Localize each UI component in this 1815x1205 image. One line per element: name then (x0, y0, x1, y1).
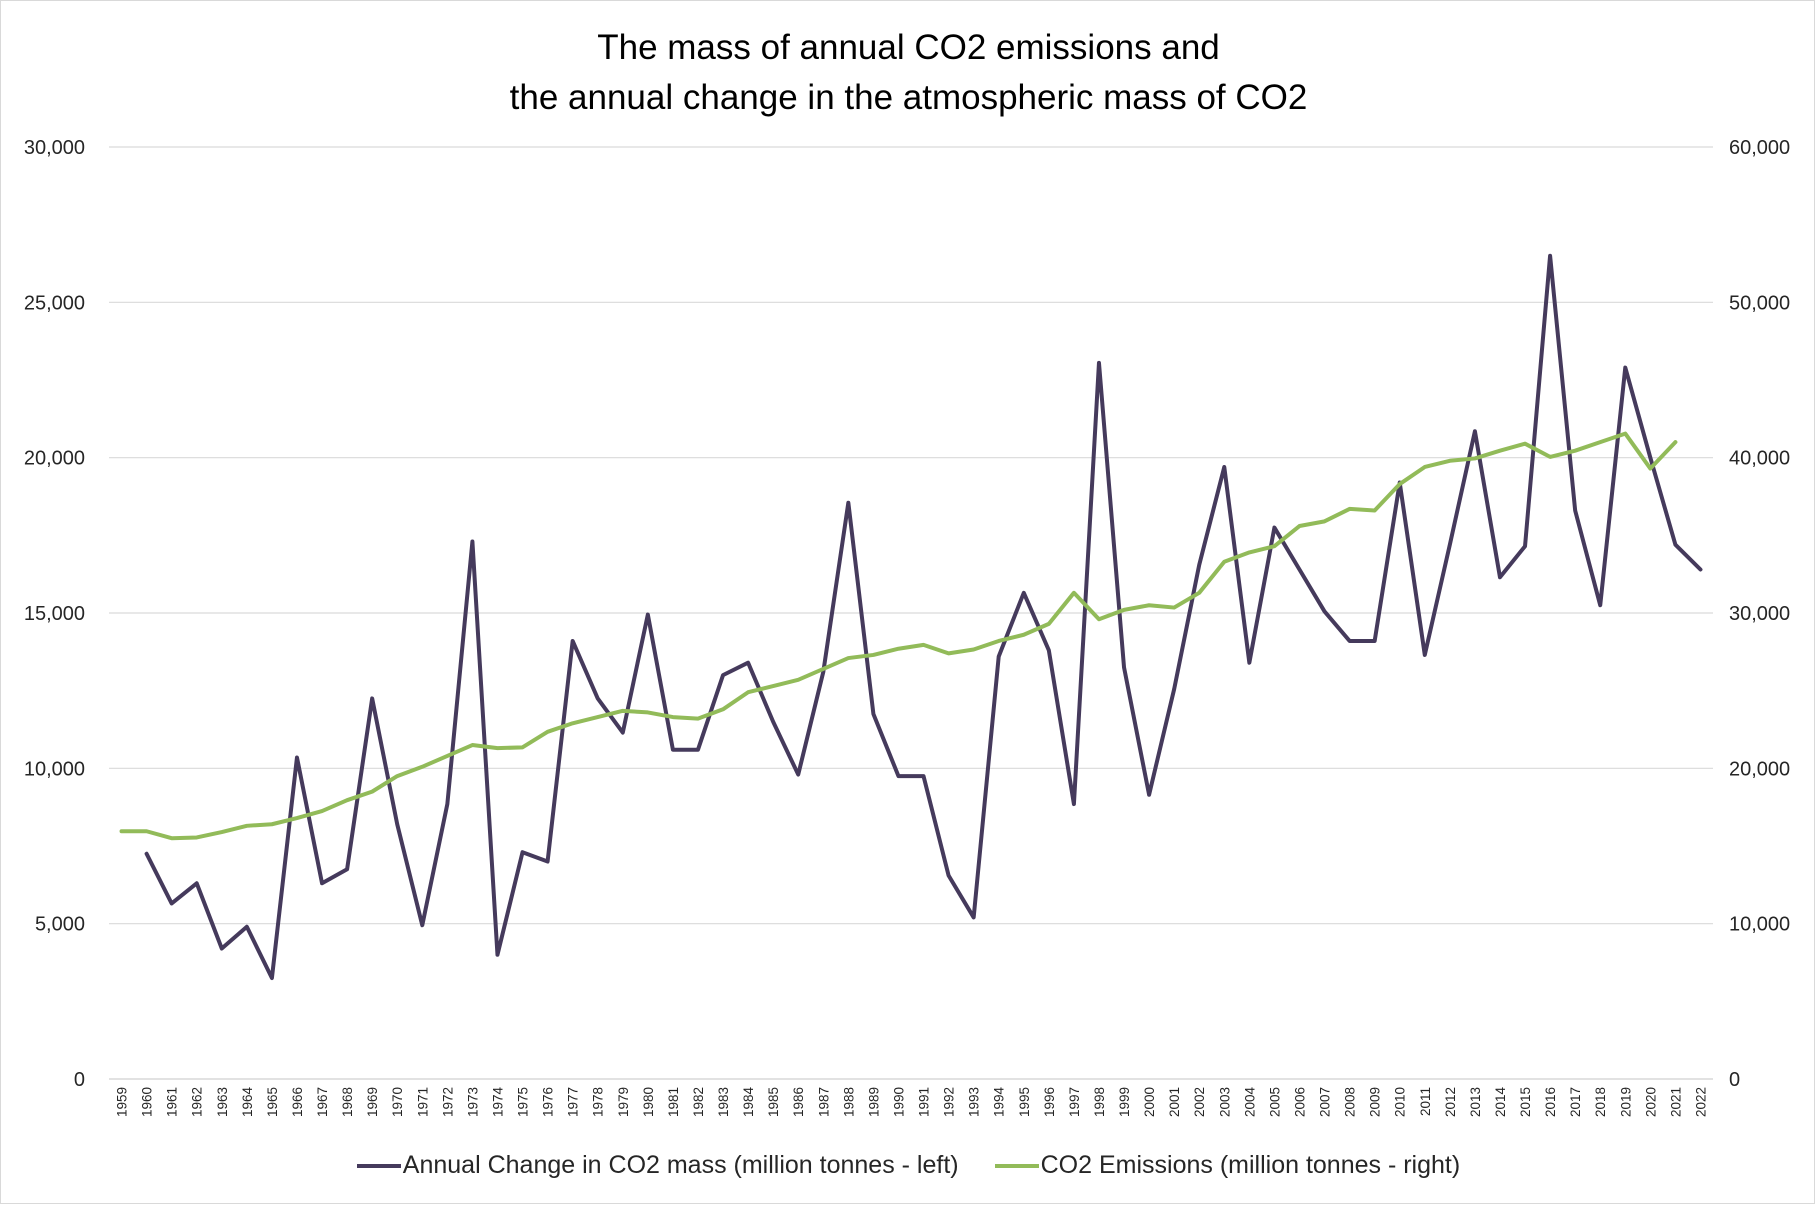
x-tick-label: 1963 (215, 1087, 230, 1117)
x-tick-label: 1979 (616, 1087, 631, 1117)
x-tick-label: 1983 (716, 1087, 731, 1117)
x-tick-label: 1968 (340, 1087, 355, 1117)
left-tick-label: 5,000 (35, 914, 85, 936)
x-tick-label: 2008 (1343, 1087, 1358, 1117)
x-tick-label: 2015 (1518, 1087, 1533, 1117)
x-tick-label: 1966 (290, 1087, 305, 1117)
legend-label-annual-change: Annual Change in CO2 mass (million tonne… (402, 1151, 959, 1179)
x-tick-label: 1981 (666, 1087, 681, 1117)
x-tick-label: 2022 (1693, 1087, 1708, 1117)
x-tick-label: 1962 (190, 1087, 205, 1117)
x-tick-label: 1976 (541, 1087, 556, 1117)
x-tick-label: 1969 (365, 1087, 380, 1117)
x-tick-label: 1967 (315, 1087, 330, 1117)
x-tick-label: 2017 (1568, 1087, 1583, 1117)
x-tick-label: 2002 (1192, 1087, 1207, 1117)
x-tick-label: 1996 (1042, 1087, 1057, 1117)
series-layer (119, 253, 1703, 981)
x-tick-label: 2003 (1217, 1087, 1232, 1117)
x-tick-label: 2016 (1543, 1087, 1558, 1117)
legend: Annual Change in CO2 mass (million tonne… (1, 1151, 1815, 1180)
x-tick-label: 2006 (1292, 1087, 1307, 1117)
x-tick-label: 1974 (490, 1087, 505, 1118)
right-tick-label: 20,000 (1729, 758, 1790, 780)
right-tick-label: 50,000 (1729, 292, 1790, 314)
x-tick-label: 1960 (140, 1087, 155, 1117)
chart-title-line-1: The mass of annual CO2 emissions and (597, 28, 1220, 67)
x-tick-label: 2005 (1267, 1087, 1282, 1117)
x-tick-label: 2011 (1418, 1087, 1433, 1116)
x-tick-label: 2000 (1142, 1087, 1157, 1117)
right-axis: 0 10,000 20,000 30,000 40,000 50,000 60,000 (1729, 137, 1790, 1091)
x-tick-label: 2007 (1318, 1087, 1333, 1117)
right-tick-label: 30,000 (1729, 603, 1790, 625)
chart-title-line-2: the annual change in the atmospheric mas… (509, 78, 1308, 117)
left-tick-label: 15,000 (24, 603, 85, 625)
x-tick-label: 1986 (791, 1087, 806, 1117)
x-tick-label: 1992 (942, 1087, 957, 1117)
x-tick-label: 2001 (1167, 1087, 1182, 1117)
x-tick-label: 1980 (641, 1087, 656, 1117)
legend-label-co2-emissions: CO2 Emissions (million tonnes - right) (1040, 1151, 1461, 1179)
legend-item-annual-change: Annual Change in CO2 mass (million tonne… (356, 1151, 959, 1180)
x-tick-label: 2019 (1618, 1087, 1633, 1117)
chart-title: The mass of annual CO2 emissions and the… (1, 23, 1815, 123)
series-line-annual-change (144, 253, 1703, 981)
left-tick-label: 30,000 (24, 137, 85, 159)
legend-swatch-co2-emissions (994, 1163, 1039, 1168)
x-tick-label: 1997 (1067, 1087, 1082, 1117)
x-tick-label: 1991 (917, 1087, 932, 1117)
x-tick-label: 2010 (1393, 1087, 1408, 1117)
x-tick-label: 1965 (265, 1087, 280, 1117)
x-tick-label: 2009 (1368, 1087, 1383, 1117)
legend-item-co2-emissions: CO2 Emissions (million tonnes - right) (994, 1151, 1461, 1180)
x-tick-label: 1959 (115, 1087, 130, 1117)
right-tick-label: 10,000 (1729, 914, 1790, 936)
x-tick-label: 1993 (967, 1087, 982, 1117)
x-tick-label: 1972 (440, 1087, 455, 1117)
x-tick-label: 1985 (766, 1087, 781, 1117)
x-tick-label: 1990 (891, 1087, 906, 1117)
grid-layer (109, 146, 1713, 1080)
left-tick-label: 0 (74, 1069, 85, 1091)
x-tick-label: 1973 (465, 1087, 480, 1117)
x-tick-label: 1971 (415, 1087, 430, 1117)
x-tick-label: 1999 (1117, 1087, 1132, 1117)
x-tick-label: 1989 (866, 1087, 881, 1117)
x-tick-label: 1982 (691, 1087, 706, 1117)
x-tick-label: 2013 (1468, 1087, 1483, 1117)
left-tick-label: 20,000 (24, 448, 85, 470)
x-tick-label: 2021 (1668, 1087, 1683, 1117)
right-tick-label: 40,000 (1729, 448, 1790, 470)
x-tick-label: 2014 (1493, 1087, 1508, 1118)
left-axis: 0 5,000 10,000 15,000 20,000 25,000 30,000 (24, 137, 85, 1091)
x-tick-label: 2012 (1443, 1087, 1458, 1117)
x-tick-label: 1975 (516, 1087, 531, 1117)
x-tick-label: 1998 (1092, 1087, 1107, 1117)
x-axis: 1959 1960 1961 1962 1963 1964 1965 1966 1967 1968… (115, 1087, 1709, 1118)
x-tick-label: 1984 (741, 1087, 756, 1118)
x-tick-label: 1995 (1017, 1087, 1032, 1117)
x-tick-label: 1987 (816, 1087, 831, 1117)
x-tick-label: 1988 (841, 1087, 856, 1117)
x-tick-label: 1994 (992, 1087, 1007, 1118)
x-tick-label: 1978 (591, 1087, 606, 1117)
x-tick-label: 1977 (566, 1087, 581, 1117)
x-tick-label: 2018 (1593, 1087, 1608, 1117)
right-tick-label: 0 (1729, 1069, 1740, 1091)
x-tick-label: 2004 (1242, 1087, 1257, 1118)
legend-swatch-annual-change (356, 1163, 401, 1168)
right-tick-label: 60,000 (1729, 137, 1790, 159)
x-tick-label: 1961 (165, 1087, 180, 1117)
left-tick-label: 25,000 (24, 292, 85, 314)
series-line-co2-emissions (119, 431, 1678, 841)
x-tick-label: 1970 (390, 1087, 405, 1117)
x-tick-label: 1964 (240, 1087, 255, 1118)
left-tick-label: 10,000 (24, 758, 85, 780)
x-tick-label: 2020 (1643, 1087, 1658, 1117)
